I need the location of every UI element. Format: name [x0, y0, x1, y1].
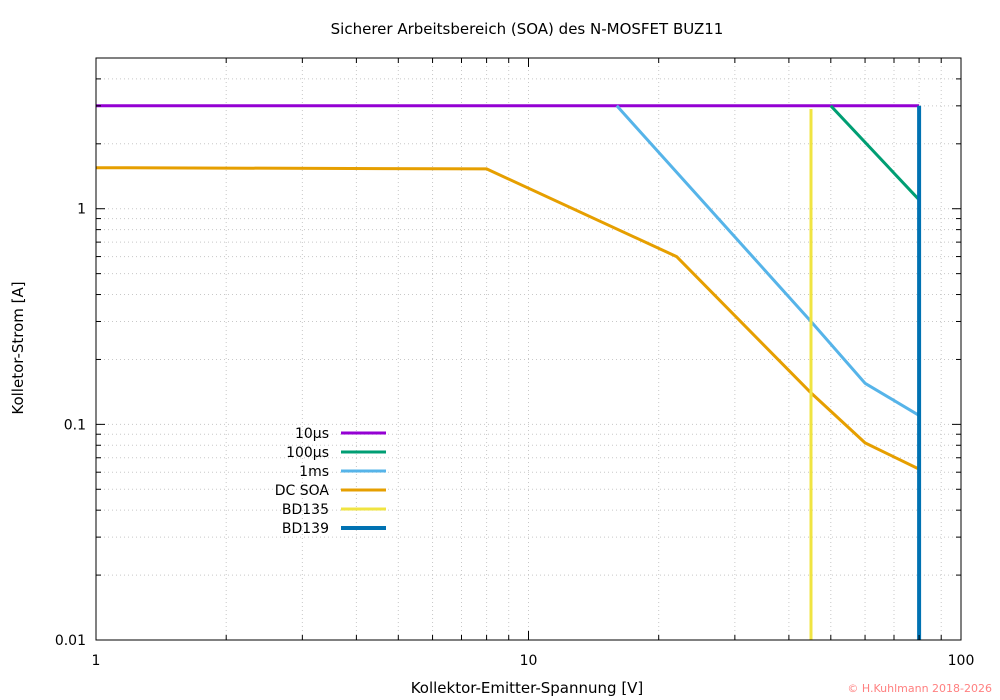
x-tick-label: 1 — [92, 653, 101, 669]
series-line-1ms — [615, 104, 920, 417]
y-axis-label: Kolletor-Strom [A] — [9, 281, 27, 414]
plot-frame — [95, 57, 962, 641]
legend-label-bd139: BD139 — [282, 521, 329, 537]
series-line-100-s — [829, 104, 921, 201]
legend-label-bd135: BD135 — [282, 502, 329, 518]
copyright-notice: © H.Kuhlmann 2018-2026 — [847, 682, 992, 695]
x-axis-label: Kollektor-Emitter-Spannung [V] — [411, 679, 644, 697]
y-tick-label: 1 — [77, 202, 86, 218]
x-tick-label: 10 — [520, 653, 538, 669]
legend-label-10-s: 10µs — [295, 426, 329, 442]
axes: 1 10 100 0.01 0.1 1 — [55, 57, 975, 669]
series-line-dc-soa — [95, 166, 920, 471]
legend-label-100-s: 100µs — [286, 445, 329, 461]
y-tick-label: 0.01 — [55, 633, 86, 649]
legend-label-dc-soa: DC SOA — [275, 483, 330, 499]
grid-lines — [95, 57, 961, 641]
legend-label-1ms: 1ms — [299, 464, 329, 480]
data-series — [95, 104, 922, 640]
x-tick-label: 100 — [948, 653, 975, 669]
chart-title: Sicherer Arbeitsbereich (SOA) des N-MOSF… — [331, 20, 724, 38]
y-tick-label: 0.1 — [64, 417, 86, 433]
legend: 10µs 100µs 1ms DC SOA BD135 BD139 — [275, 426, 386, 537]
